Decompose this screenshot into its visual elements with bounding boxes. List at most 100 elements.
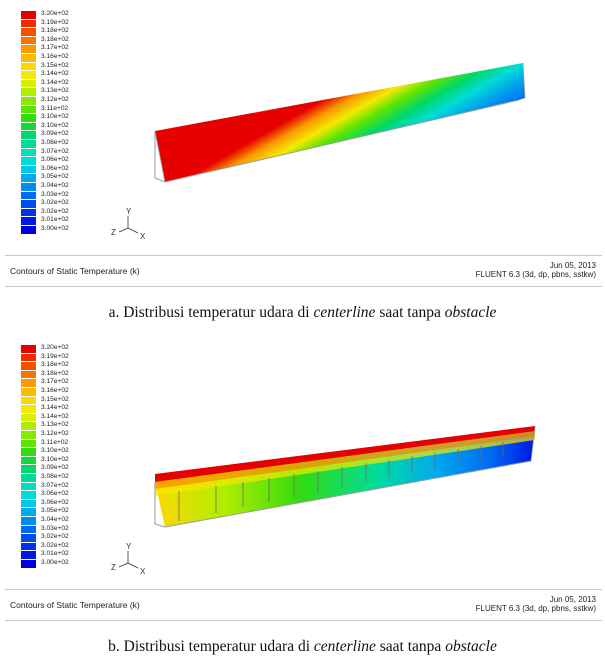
- legend-label: 3.01e+02: [41, 216, 69, 224]
- legend-swatch: [21, 551, 36, 559]
- legend-label: 3.07e+02: [41, 481, 69, 489]
- axis-x-label: X: [140, 232, 146, 241]
- legend-swatch: [21, 97, 36, 105]
- footer-date: Jun 05, 2013: [549, 261, 596, 270]
- legend-label: 3.12e+02: [41, 430, 69, 437]
- legend-swatch: [21, 439, 36, 448]
- duct-outline-a: [154, 99, 520, 183]
- legend-label: 3.09e+02: [41, 464, 69, 472]
- legend-label: 3.18e+02: [41, 361, 69, 369]
- legend-swatch: [21, 148, 36, 157]
- legend-swatch: [21, 105, 36, 114]
- legend-label: 3.04e+02: [41, 516, 69, 523]
- legend-label: 3.09e+02: [41, 130, 69, 138]
- legend-label: 3.03e+02: [41, 524, 69, 532]
- legend-swatch: [21, 45, 36, 53]
- legend-swatch: [21, 465, 36, 473]
- legend-swatch: [21, 19, 36, 28]
- legend-swatch: [21, 71, 36, 79]
- legend-swatch: [21, 131, 36, 139]
- legend-swatch: [21, 11, 36, 19]
- legend-label: 3.06e+02: [41, 156, 69, 164]
- legend-swatch: [21, 534, 36, 542]
- legend-label: 3.02e+02: [41, 207, 69, 215]
- legend-label: 3.14e+02: [41, 78, 69, 86]
- footer-title: Contours of Static Temperature (k): [10, 266, 140, 276]
- legend-label: 3.02e+02: [41, 533, 69, 541]
- caption-a: a. Distribusi temperatur udara di center…: [108, 304, 497, 321]
- contour-figure-b: 3.20e+02 3.19e+02 3.18e+02 3.18e+02 3.17e+02…: [5, 337, 602, 625]
- legend-label: 3.14e+02: [41, 404, 69, 412]
- legend-swatch: [21, 62, 36, 71]
- legend-label: 3.10e+02: [41, 455, 69, 463]
- legend-swatch: [21, 54, 36, 62]
- axis-y-label: Y: [126, 542, 132, 551]
- caption-b: b. Distribusi temperatur udara di center…: [108, 638, 497, 655]
- legend-swatch: [21, 36, 36, 45]
- legend-label: 3.02e+02: [41, 541, 69, 549]
- legend-label: 3.16e+02: [41, 53, 69, 60]
- legend-swatch: [21, 474, 36, 482]
- legend-label: 3.10e+02: [41, 121, 69, 129]
- axis-z-label: Z: [111, 228, 116, 237]
- legend-label: 3.15e+02: [41, 395, 69, 403]
- legend-label: 3.10e+02: [41, 447, 69, 455]
- legend-swatch: [21, 122, 36, 131]
- legend-swatch: [21, 353, 36, 362]
- legend-label: 3.15e+02: [41, 61, 69, 69]
- axis-triad-b: Y Z X: [111, 542, 146, 576]
- legend-swatch: [21, 517, 36, 525]
- legend-label: 3.14e+02: [41, 70, 69, 78]
- legend-label: 3.13e+02: [41, 87, 69, 95]
- duct-surface-a: [155, 63, 525, 182]
- legend-swatch: [21, 208, 36, 217]
- legend-swatch: [21, 456, 36, 465]
- legend-label: 3.00e+02: [41, 559, 69, 566]
- plot-footer-a: Contours of Static Temperature (k) Jun 0…: [5, 255, 602, 287]
- legend-swatch: [21, 525, 36, 534]
- legend-label: 3.08e+02: [41, 473, 69, 480]
- legend-label: 3.05e+02: [41, 173, 69, 181]
- legend-swatch: [21, 200, 36, 208]
- legend-label: 3.03e+02: [41, 190, 69, 198]
- legend-swatch: [21, 413, 36, 422]
- legend-swatch: [21, 508, 36, 516]
- duct-top-band-b: [155, 426, 535, 482]
- axis-y-label: Y: [126, 207, 132, 216]
- legend-swatch: [21, 396, 36, 405]
- axis-x-label: X: [140, 567, 146, 576]
- legend-swatch: [21, 431, 36, 439]
- contour-figure-a: 3.20e+02 3.19e+02 3.18e+02 3.18e+02 3.17e+02…: [5, 0, 602, 287]
- legend-label: 3.20e+02: [41, 10, 69, 17]
- footer-date: Jun 05, 2013: [549, 595, 596, 604]
- footer-solver: FLUENT 6.3 (3d, dp, pbns, sstkw): [475, 270, 596, 279]
- legend-label: 3.17e+02: [41, 44, 69, 52]
- legend-label: 3.16e+02: [41, 387, 69, 394]
- legend-label: 3.17e+02: [41, 378, 69, 386]
- legend-label: 3.00e+02: [41, 225, 69, 232]
- legend-swatch: [21, 491, 36, 499]
- contour-plot-b: Y Z X: [111, 426, 536, 576]
- legend-label: 3.06e+02: [41, 490, 69, 498]
- axis-triad-a: Y Z X: [111, 207, 146, 241]
- legend-swatch: [21, 379, 36, 387]
- legend-swatch: [21, 422, 36, 430]
- legend-swatch: [21, 28, 36, 36]
- legend-label: 3.06e+02: [41, 498, 69, 506]
- legend-label: 3.06e+02: [41, 164, 69, 172]
- plot-footer-b: Contours of Static Temperature (k) Jun 0…: [5, 589, 602, 621]
- legend-swatch: [21, 405, 36, 413]
- legend-swatch: [21, 114, 36, 122]
- legend-swatch: [21, 79, 36, 88]
- legend-label: 3.11e+02: [41, 438, 69, 446]
- legend-swatch: [21, 370, 36, 379]
- legend-swatch: [21, 217, 36, 225]
- legend-swatch: [21, 499, 36, 508]
- legend-label: 3.19e+02: [41, 352, 69, 360]
- legend-swatch: [21, 174, 36, 182]
- legend-swatch: [21, 157, 36, 165]
- legend-label: 3.18e+02: [41, 35, 69, 43]
- legend-swatch: [21, 482, 36, 491]
- legend-swatch: [21, 140, 36, 148]
- legend-label: 3.14e+02: [41, 412, 69, 420]
